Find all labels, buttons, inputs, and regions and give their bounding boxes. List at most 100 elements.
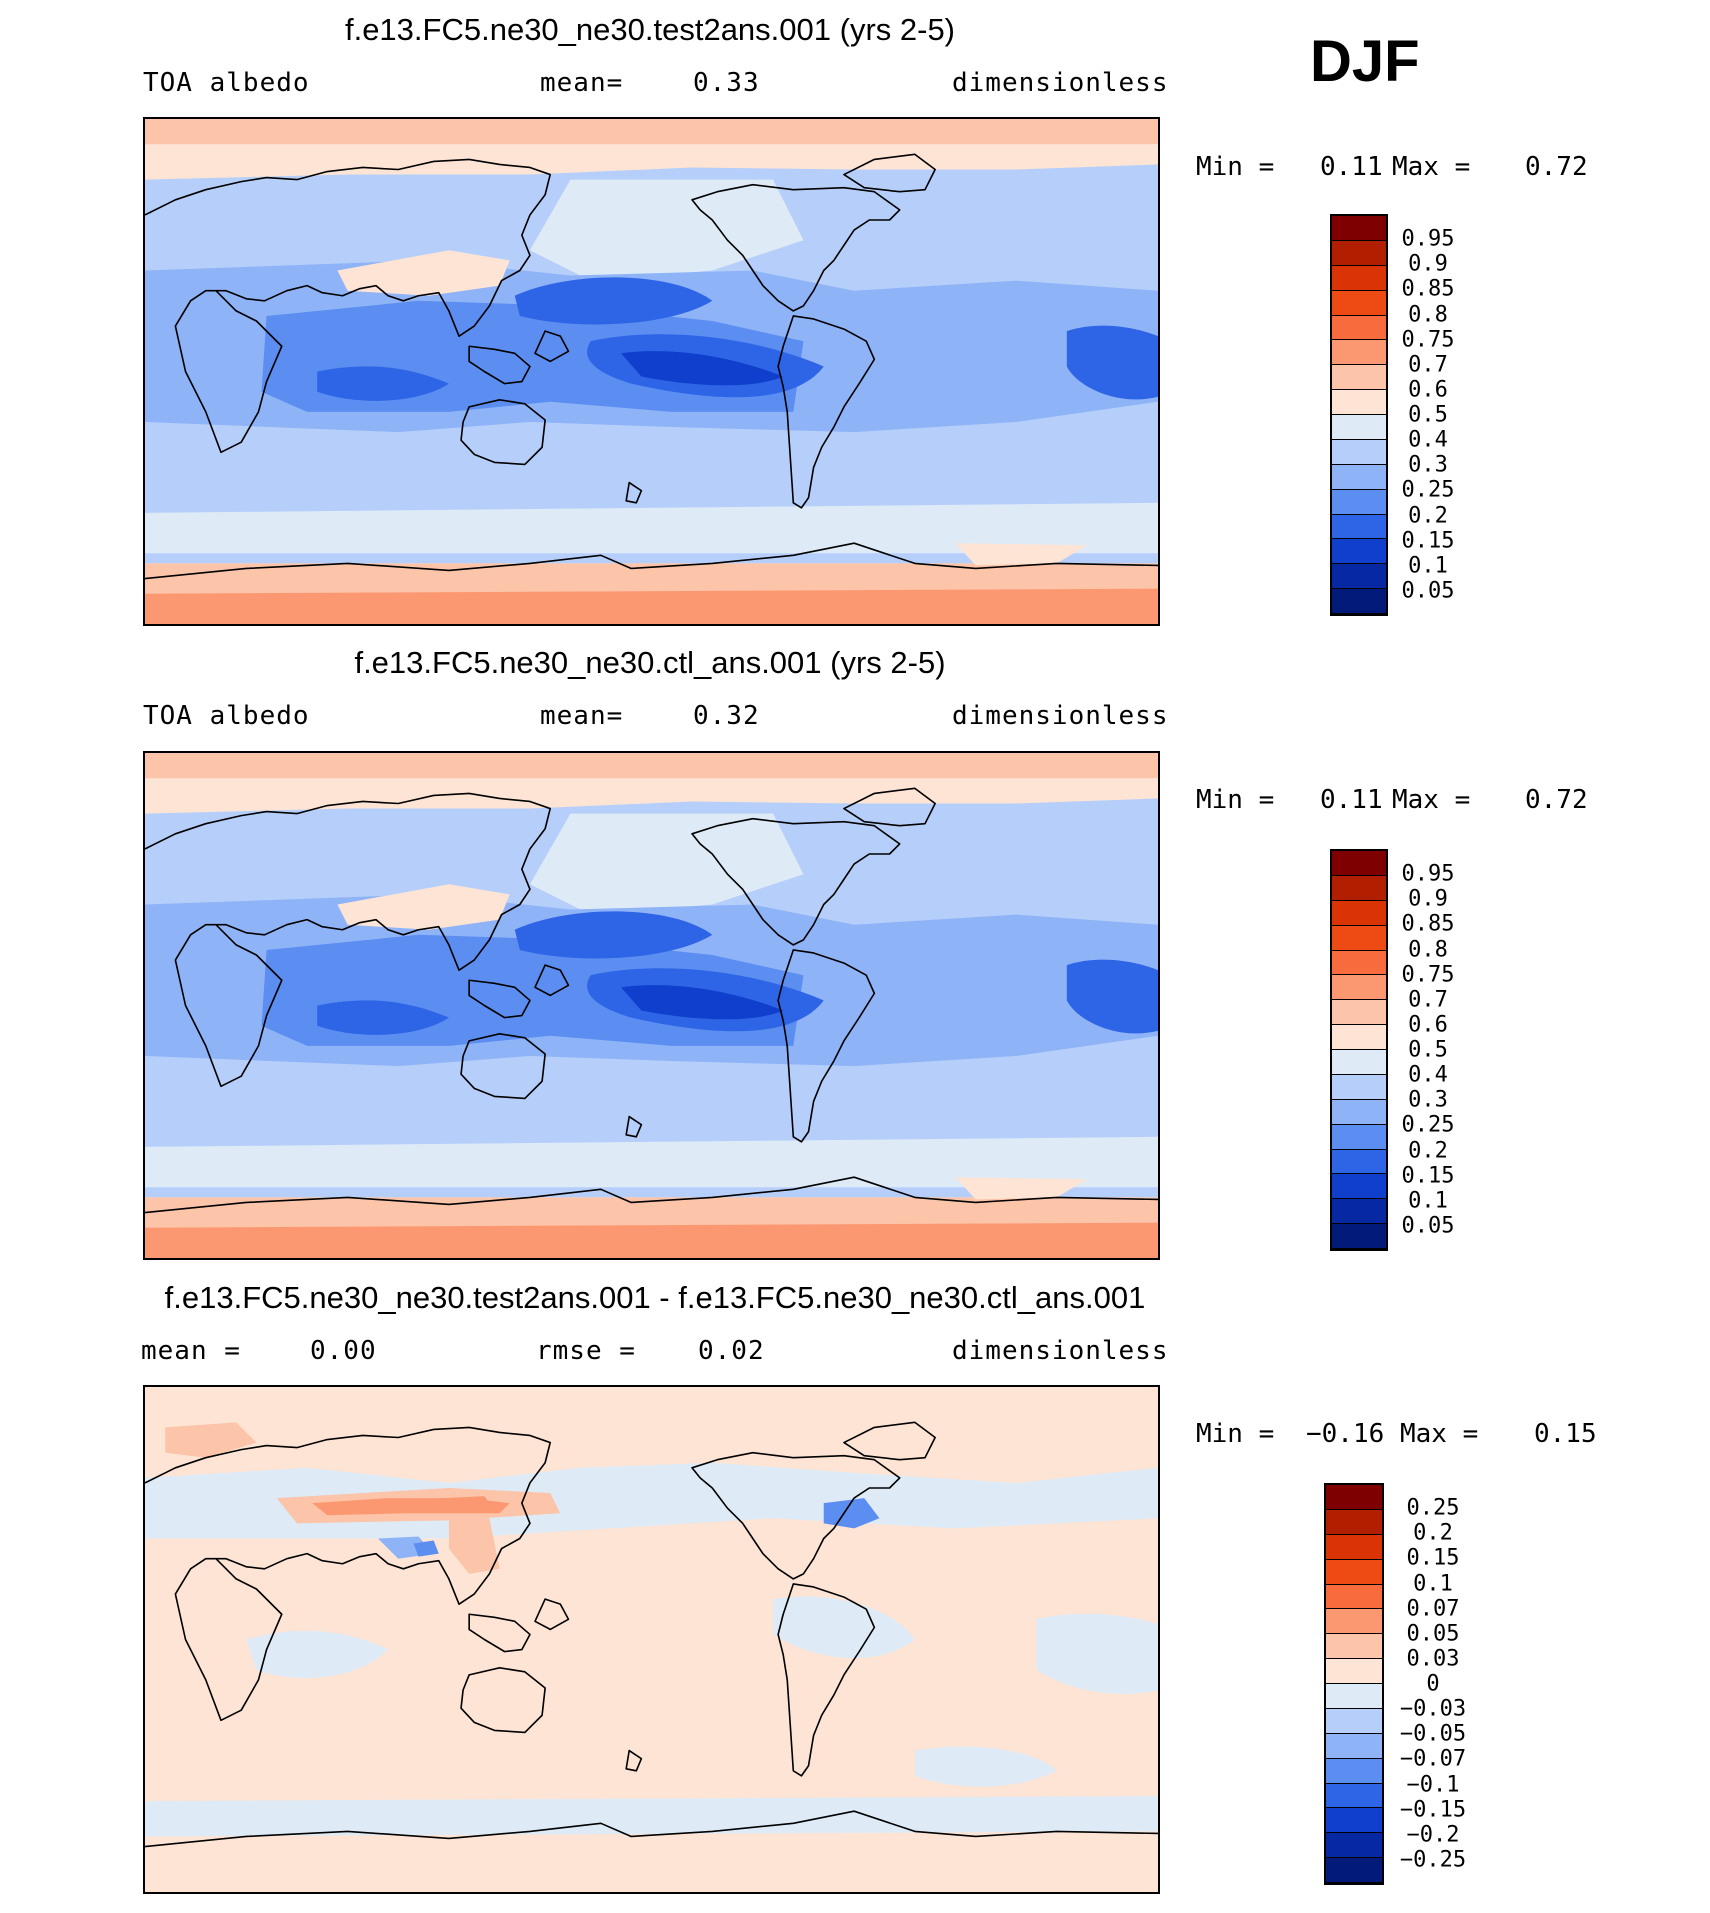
colorbar <box>1330 214 1388 616</box>
colorbar-tick-label: 0.6 <box>1408 377 1448 403</box>
colorbar-tick-label: 0.9 <box>1408 886 1448 912</box>
mean-label: mean= <box>540 68 624 98</box>
colorbar-swatch <box>1332 340 1386 366</box>
variable-label: TOA albedo <box>143 68 310 98</box>
colorbar-tick-label: 0.4 <box>1408 427 1448 453</box>
colorbar-tick-label: −0.07 <box>1399 1746 1467 1772</box>
colorbar-tick-label: 0.8 <box>1408 937 1448 962</box>
colorbar-swatch <box>1326 1584 1382 1610</box>
colorbar-swatch <box>1326 1509 1382 1535</box>
colorbar-tick-label: −0.05 <box>1399 1721 1467 1747</box>
map-diff <box>145 1387 1158 1892</box>
colorbar-swatch <box>1326 1708 1382 1734</box>
max-value: 0.72 <box>1525 785 1588 815</box>
colorbar-swatch <box>1326 1783 1382 1809</box>
colorbar-tick-label: 0.7 <box>1408 352 1448 378</box>
colorbar-swatch <box>1326 1659 1382 1684</box>
colorbar-tick-label: 0.1 <box>1408 1188 1448 1214</box>
colorbar-swatch <box>1326 1485 1382 1510</box>
colorbar-tick-label: 0.05 <box>1401 1213 1455 1239</box>
max-label: Max = <box>1392 152 1471 182</box>
colorbar-tick-label: 0.3 <box>1408 1087 1448 1113</box>
min-label: Min = <box>1196 152 1275 182</box>
colorbar-tick-label: −0.15 <box>1399 1797 1467 1823</box>
colorbar-tick-label: 0.25 <box>1406 1495 1460 1521</box>
colorbar-swatch <box>1332 950 1386 976</box>
colorbar-swatch <box>1332 975 1386 1001</box>
colorbar-swatch <box>1326 1634 1382 1660</box>
colorbar-tick-label: 0.3 <box>1408 452 1448 478</box>
colorbar-swatch <box>1332 514 1386 540</box>
colorbar-swatch <box>1326 1684 1382 1709</box>
colorbar-swatch <box>1332 851 1386 876</box>
colorbar-swatch <box>1332 216 1386 241</box>
colorbar-swatch <box>1332 1099 1386 1125</box>
max-value: 0.72 <box>1525 152 1588 182</box>
colorbar-labels: 0.25 0.2 0.15 0.1 0.07 0.05 0.03 0 −0.03 −0.05 −0.… <box>1388 1483 1488 1885</box>
map-plot <box>143 117 1160 626</box>
colorbar-tick-label: 0.15 <box>1401 1163 1455 1189</box>
colorbar-tick-label: 0.03 <box>1406 1646 1460 1672</box>
colorbar-tick-label: 0.8 <box>1408 302 1448 327</box>
colorbar-tick-label: 0.2 <box>1408 503 1448 528</box>
mean-value: 0.33 <box>693 68 760 98</box>
season-label: DJF <box>1310 29 1420 94</box>
colorbar-swatch <box>1332 265 1386 291</box>
colorbar-swatch <box>1326 1758 1382 1784</box>
panel-title: f.e13.FC5.ne30_ne30.test2ans.001 (yrs 2-… <box>344 12 956 47</box>
colorbar-swatch <box>1332 290 1386 316</box>
colorbar-swatch <box>1332 1199 1386 1225</box>
colorbar-labels: 0.95 0.9 0.85 0.8 0.75 0.7 0.6 0.5 0.4 0.3 0.25 0.2… <box>1383 214 1483 616</box>
colorbar-tick-label: 0.95 <box>1401 861 1455 887</box>
colorbar-tick-label: 0.1 <box>1408 553 1448 579</box>
panel-title: f.e13.FC5.ne30_ne30.ctl_ans.001 (yrs 2-5… <box>354 645 946 680</box>
colorbar-swatch <box>1332 1050 1386 1075</box>
map-abs-2 <box>145 753 1158 1258</box>
colorbar <box>1330 849 1388 1251</box>
colorbar-tick-label: 0.5 <box>1408 402 1448 428</box>
colorbar-tick-label: 0.7 <box>1408 987 1448 1013</box>
colorbar-swatch <box>1332 925 1386 951</box>
colorbar-tick-label: 0.15 <box>1406 1545 1460 1571</box>
min-value: 0.11 <box>1320 152 1383 182</box>
colorbar-swatch <box>1332 240 1386 266</box>
mean-value: 0.00 <box>310 1336 377 1366</box>
colorbar-tick-label: 0.25 <box>1401 1112 1455 1138</box>
colorbar-tick-label: −0.1 <box>1406 1772 1460 1797</box>
max-label: Max = <box>1400 1419 1479 1449</box>
variable-label: TOA albedo <box>143 701 310 731</box>
colorbar-swatch <box>1332 900 1386 926</box>
min-value: −0.16 <box>1306 1419 1385 1449</box>
colorbar-swatch <box>1332 415 1386 440</box>
colorbar-swatch <box>1332 390 1386 415</box>
colorbar-tick-label: 0.05 <box>1406 1621 1460 1647</box>
colorbar-tick-label: 0.1 <box>1413 1571 1453 1596</box>
colorbar-tick-label: 0.85 <box>1401 276 1455 302</box>
max-label: Max = <box>1392 785 1471 815</box>
colorbar-tick-label: 0.95 <box>1401 226 1455 252</box>
colorbar-tick-label: 0.85 <box>1401 911 1455 937</box>
colorbar-swatch <box>1332 539 1386 565</box>
colorbar-tick-label: −0.25 <box>1399 1847 1467 1873</box>
colorbar-tick-label: 0.25 <box>1401 477 1455 503</box>
colorbar-swatch <box>1326 1733 1382 1759</box>
min-label: Min = <box>1196 785 1275 815</box>
rmse-label: rmse = <box>536 1336 636 1366</box>
colorbar-swatch <box>1332 589 1386 614</box>
colorbar-swatch <box>1332 1149 1386 1175</box>
colorbar-swatch <box>1326 1808 1382 1834</box>
colorbar-swatch <box>1332 564 1386 590</box>
colorbar-swatch <box>1332 1000 1386 1026</box>
map-abs-1 <box>145 119 1158 624</box>
units-label: dimensionless <box>952 1336 1169 1366</box>
map-plot <box>143 751 1160 1260</box>
colorbar-tick-label: 0.4 <box>1408 1062 1448 1088</box>
colorbar-swatch <box>1332 1224 1386 1249</box>
colorbar-tick-label: −0.03 <box>1399 1696 1467 1722</box>
units-label: dimensionless <box>952 68 1169 98</box>
colorbar-swatch <box>1326 1833 1382 1859</box>
colorbar-labels: 0.95 0.9 0.85 0.8 0.75 0.7 0.6 0.5 0.4 0.3 0.25 0.2… <box>1383 849 1483 1251</box>
min-label: Min = <box>1196 1419 1275 1449</box>
map-plot <box>143 1385 1160 1894</box>
colorbar-swatch <box>1332 365 1386 391</box>
